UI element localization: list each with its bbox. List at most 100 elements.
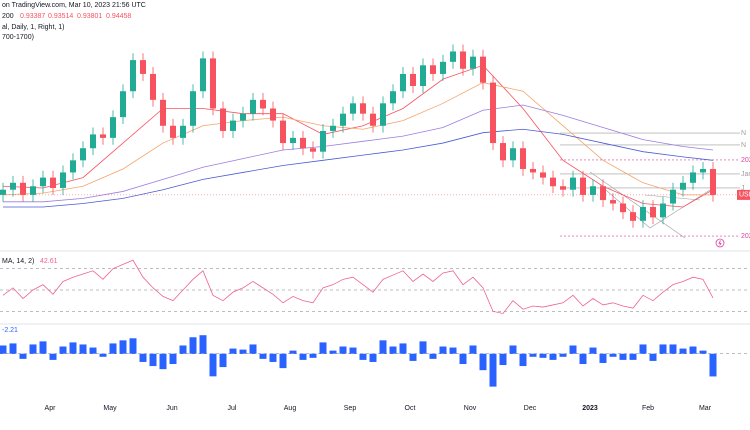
histogram-bar (9, 343, 17, 354)
candle-body (460, 51, 466, 69)
indicator-value: 42.61 (40, 258, 58, 265)
histogram-bar (629, 353, 637, 360)
histogram-bar (599, 353, 607, 363)
candle-body (190, 91, 196, 126)
candle-body (310, 148, 316, 152)
candle-body (540, 172, 546, 178)
histogram-bar (699, 350, 707, 354)
histogram-bar (419, 341, 427, 354)
candle-body (670, 189, 676, 204)
histogram-bar (59, 346, 67, 354)
rsi-line (2, 259, 714, 314)
candle-body (550, 177, 556, 187)
quote-text: 0.93514 (48, 13, 73, 20)
candle-body (650, 206, 656, 218)
candle-body (230, 120, 236, 131)
candle-body (370, 113, 376, 126)
x-tick-label: Dec (524, 405, 537, 412)
histogram-bar (389, 346, 397, 354)
level-label: 2023 (741, 157, 750, 164)
candle-body (30, 186, 36, 195)
histogram-bar (319, 342, 327, 354)
candle-body (70, 160, 76, 173)
candle-body (620, 203, 626, 213)
histogram-bar (359, 353, 367, 360)
moving-average (2, 82, 713, 196)
settings-line: al, Daily, 1, Right, 1) (2, 24, 65, 31)
histogram-bar (219, 353, 227, 368)
histogram-bar (149, 353, 157, 367)
histogram-bar (589, 347, 597, 354)
candle-body (110, 117, 116, 138)
candle-body (50, 177, 56, 188)
histogram-bar (449, 347, 457, 354)
histogram-bar (399, 343, 407, 354)
histogram-bar (299, 353, 307, 360)
histogram-bar (409, 353, 417, 361)
alert-icon[interactable] (715, 238, 725, 248)
histogram-bar (619, 353, 627, 360)
histogram-bar (639, 344, 647, 354)
candle-body (280, 120, 286, 144)
histogram-bar (669, 344, 677, 354)
candle-body (350, 103, 356, 114)
histogram-bar (69, 342, 77, 354)
quote-text: 0.93801 (77, 13, 102, 20)
histogram-bar (99, 353, 107, 357)
histogram-bar (309, 353, 317, 358)
histogram-bar (39, 341, 47, 354)
x-tick-label: Aug (284, 405, 297, 412)
x-tick-label: May (103, 405, 117, 412)
histogram-bar (369, 353, 377, 362)
level-label: N (741, 130, 746, 137)
candle-body (660, 203, 666, 218)
histogram-bar (529, 353, 537, 357)
quote-text: 0.93387 (20, 13, 45, 20)
price-tag (737, 189, 750, 200)
candle-body (150, 73, 156, 100)
histogram-bar (249, 344, 257, 354)
candle-body (380, 103, 386, 126)
histogram-bar (259, 353, 267, 359)
candle-body (220, 108, 226, 131)
histogram-bar (29, 344, 37, 354)
candle-body (180, 125, 186, 138)
indicator-name: MA, 14, 2) (2, 258, 34, 265)
candle-body (440, 61, 446, 74)
candle-body (500, 143, 506, 161)
candle-body (430, 65, 436, 74)
candle-body (200, 58, 206, 92)
histogram-bar (439, 346, 447, 354)
moving-average (3, 128, 714, 208)
quote-line: 200 0.93387 0.93514 0.93801 0.94458 (2, 13, 131, 20)
histogram-bar (229, 348, 237, 354)
histogram-bar (579, 353, 587, 364)
candle-body (580, 177, 586, 195)
histogram-bar (659, 344, 667, 354)
candle-body (170, 125, 176, 138)
histogram-bar (269, 353, 277, 362)
candle-body (700, 168, 706, 173)
candle-body (470, 56, 476, 69)
candle-body (590, 186, 596, 195)
candle-body (480, 56, 486, 83)
histogram-bar (649, 353, 657, 361)
quote-text: 200 (2, 13, 14, 20)
histogram-bar (429, 353, 437, 359)
histogram-bar (129, 338, 137, 354)
histogram-bar (479, 353, 487, 371)
histogram-bar (239, 349, 247, 354)
histogram-bar (139, 353, 147, 362)
histogram-bar (509, 345, 517, 354)
candle-body (520, 148, 526, 169)
histogram-bar (499, 353, 507, 366)
x-tick-label: Mar (699, 405, 712, 412)
candle-body (400, 73, 406, 92)
candle-body (490, 82, 496, 144)
histogram-bar (489, 353, 497, 387)
histogram-bar (189, 337, 197, 354)
x-tick-label: Jun (166, 405, 177, 412)
candle-body (60, 172, 66, 188)
level-label: N (741, 142, 746, 149)
histogram-bar (609, 353, 617, 357)
